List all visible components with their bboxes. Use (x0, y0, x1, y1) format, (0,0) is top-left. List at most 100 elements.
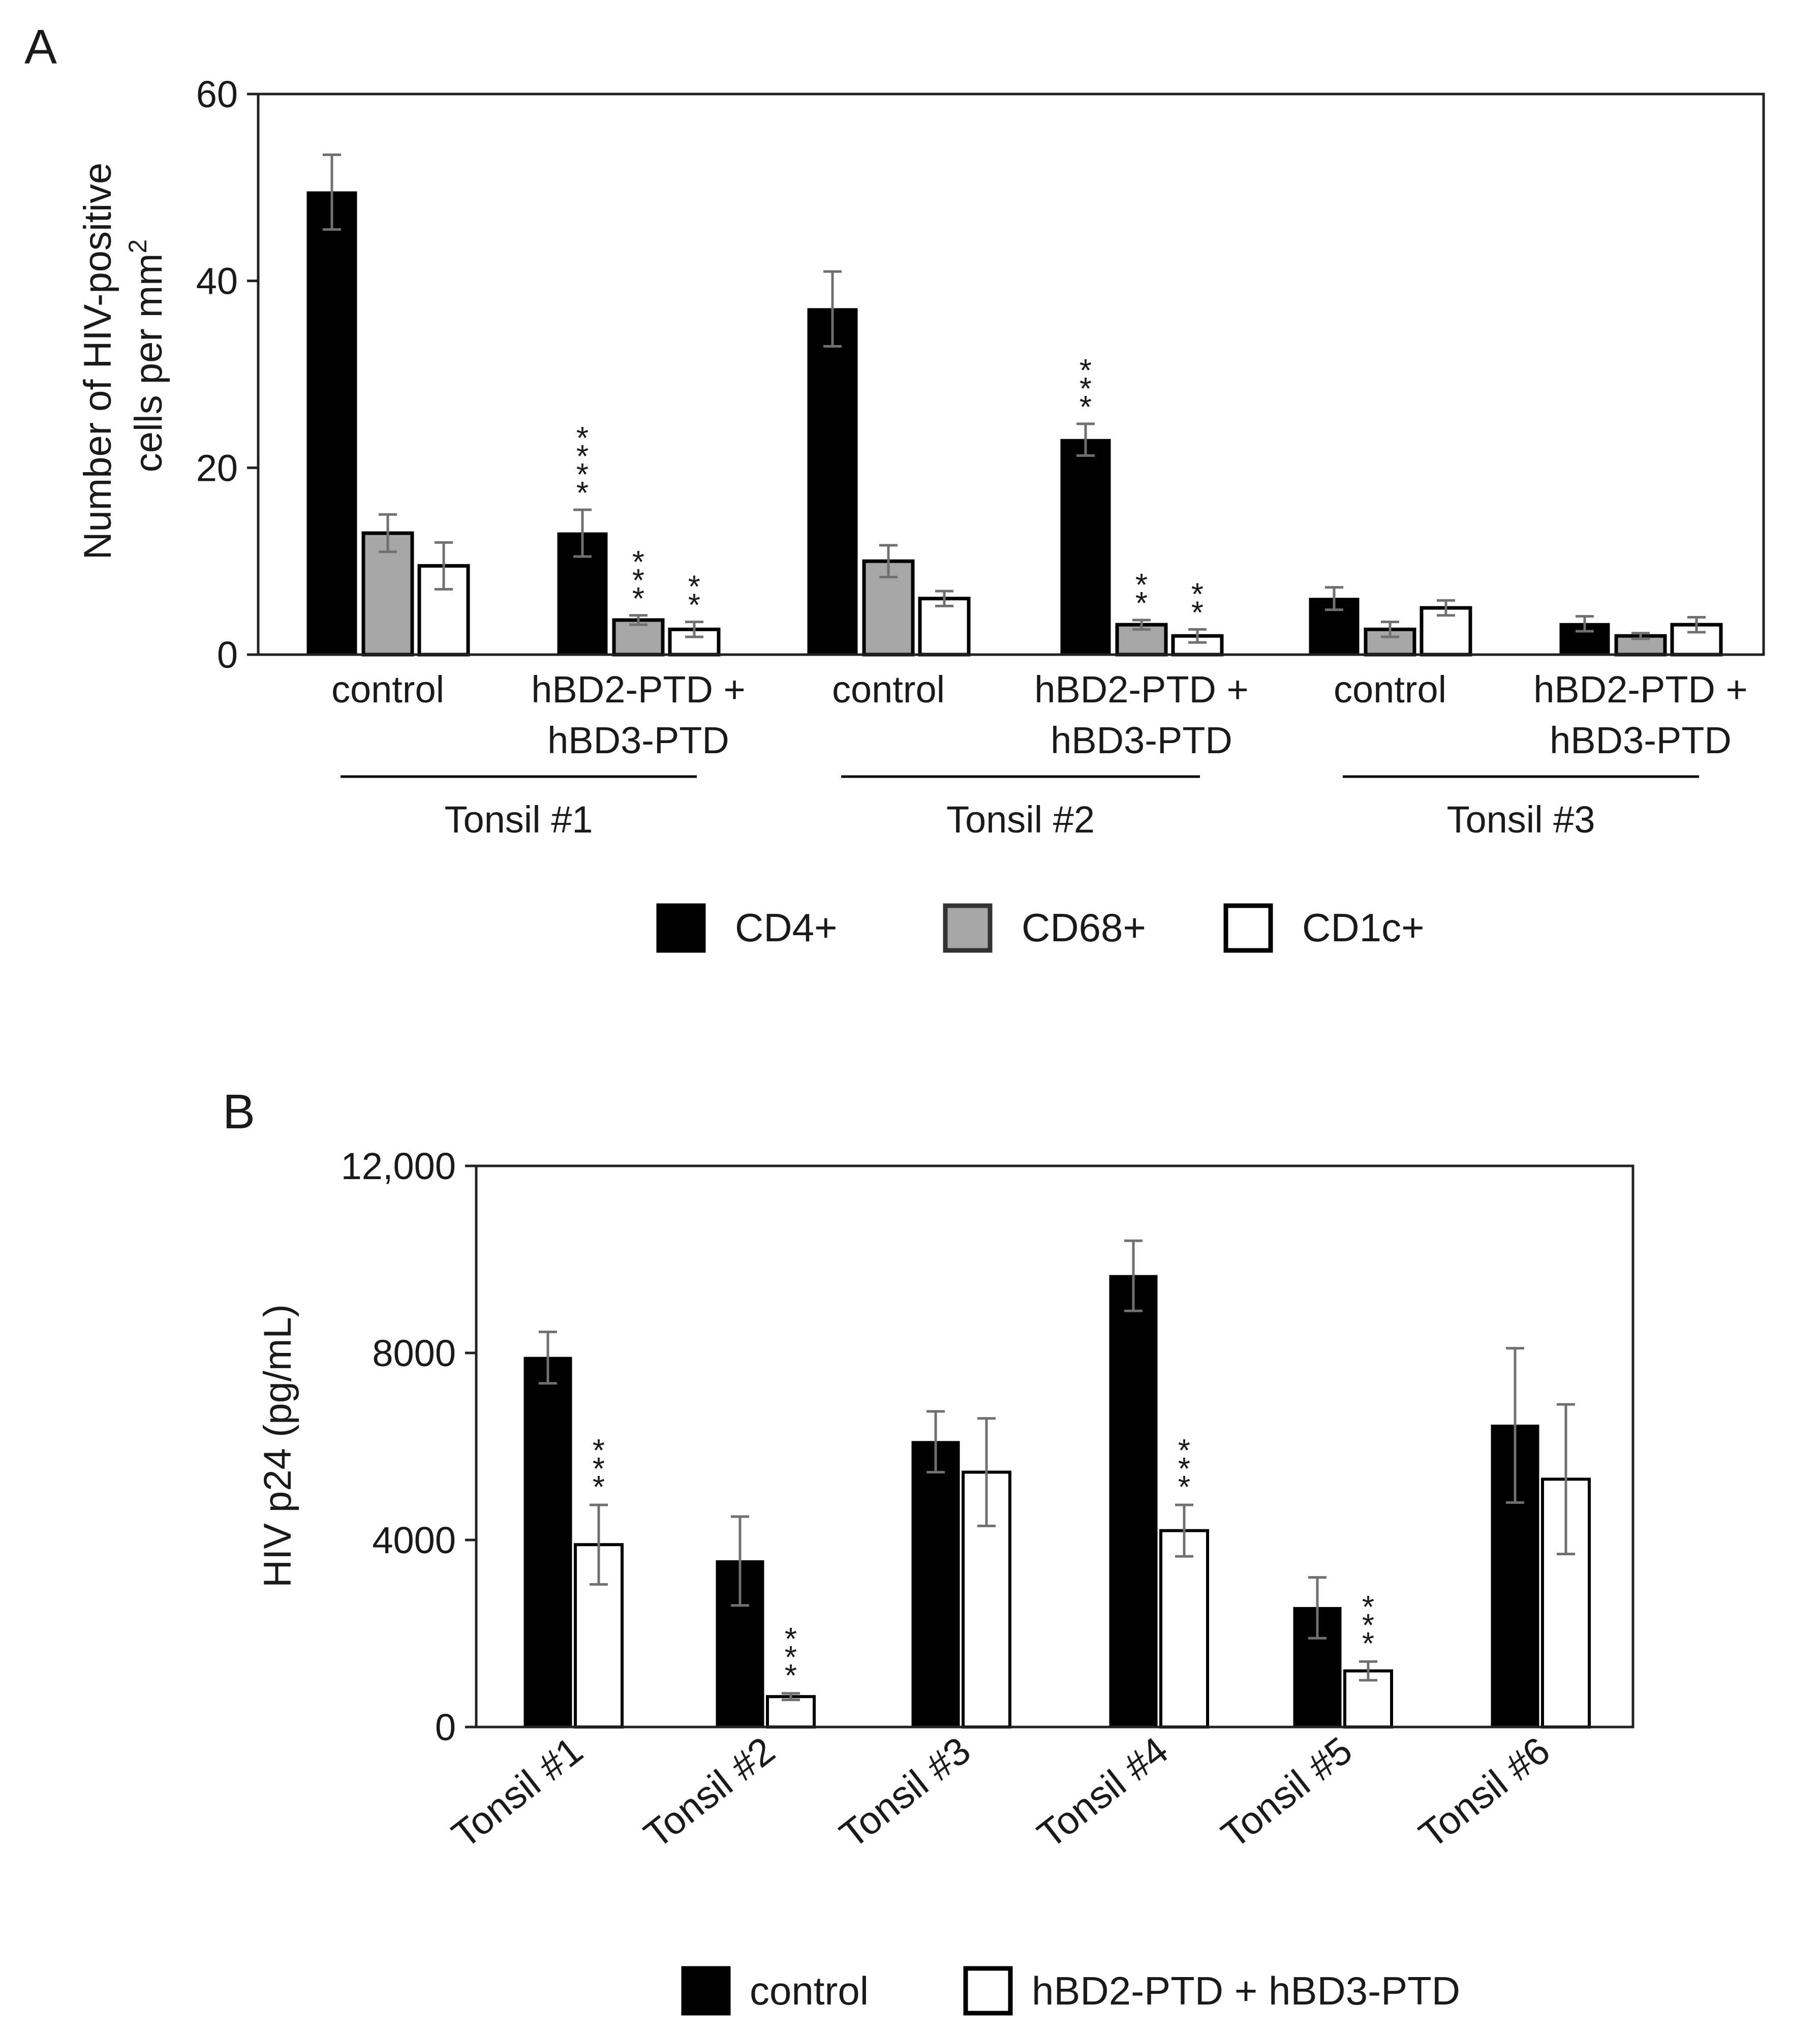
panel-a-y-tick-label: 40 (196, 260, 238, 302)
panel-a-y-tick-label: 0 (217, 634, 238, 676)
panel-a-condition-label: hBD2-PTD + (531, 668, 746, 711)
panel-b-plot-frame (475, 1164, 1634, 1729)
panel-b-significance-stars-glyph: * (785, 1622, 797, 1657)
legend-label-hbd2-ptd-hbd3-ptd: hBD2-PTD + hBD3-PTD (1032, 1968, 1460, 2013)
panel-b-x-tick-label: Tonsil #1 (444, 1729, 591, 1857)
panel-b-y-tick-label: 12,000 (341, 1145, 456, 1187)
panel-a-condition-label: control (1334, 668, 1446, 711)
panel-a-significance-stars-glyph: * (632, 581, 644, 616)
panel-a-group-labels: Tonsil #1 Tonsil #2 Tonsil #3 (341, 775, 1699, 841)
panel-a-bar-tonsil-2-control-cd4 (807, 308, 858, 656)
legend-item-control: control (681, 1966, 869, 2016)
panel-a-bar-tonsil-2-hbd2-ptd-hbd3-ptd-cd4 (1060, 439, 1111, 656)
panel-a-significance-stars: ** (1135, 568, 1148, 621)
panel-b-x-tick-label: Tonsil #4 (1030, 1729, 1177, 1857)
panel-b-significance-stars-glyph: * (1362, 1590, 1374, 1625)
panel-a-label: A (24, 20, 57, 74)
panel-a-bar-tonsil-1-control-cd4 (306, 191, 357, 656)
panel-b-significance-stars-glyph: * (1362, 1626, 1374, 1661)
panel-b-bars (523, 1275, 1591, 1729)
panel-b-x-tick-label: Tonsil #3 (832, 1729, 979, 1857)
panel-a-y-axis-title-line1: Number of HIV-positive (76, 163, 119, 560)
panel-b-y-tick-label: 4000 (372, 1519, 456, 1561)
legend-swatch-cd68 (943, 903, 993, 953)
panel-a: A Number of HIV-positive cells per mm2 *… (24, 20, 1765, 953)
panel-a-significance-stars: **** (576, 421, 589, 511)
panel-a-significance-stars-glyph: * (1135, 586, 1148, 621)
panel-a-significance-stars-glyph: * (1079, 390, 1092, 425)
panel-b-significance-stars-glyph: * (785, 1640, 797, 1675)
panel-a-significance-stars-glyph: * (576, 457, 589, 492)
panel-a-significance-stars-glyph: * (1079, 353, 1092, 388)
panel-b-significance-stars-glyph: * (785, 1658, 797, 1693)
panel-b-error-bars (539, 1239, 1575, 1702)
panel-b-bar-tonsil-3-control (911, 1441, 960, 1728)
panel-a-significance-stars-glyph: * (688, 570, 700, 605)
legend-label-control: control (750, 1968, 869, 2013)
panel-a-significance-stars-glyph: * (632, 545, 644, 580)
panel-a-significance-stars-glyph: * (1135, 568, 1148, 603)
panel-a-condition-label: hBD2-PTD + (1533, 668, 1748, 711)
panel-a-significance-stars: *** (632, 545, 644, 616)
panel-a-significance-stars-glyph: * (688, 588, 700, 623)
panel-a-plot-frame (257, 92, 1765, 656)
panel-a-group-label: Tonsil #2 (946, 798, 1095, 841)
panel-b-bar-tonsil-4-control (1109, 1275, 1158, 1728)
panel-b-label: B (223, 1085, 255, 1139)
panel-a-legend: CD4+ CD68+ CD1c+ (656, 903, 1425, 953)
panel-b-significance-stars-glyph: * (1362, 1608, 1374, 1643)
panel-b-x-tick-labels: Tonsil #1 Tonsil #2 Tonsil #3 Tonsil #4 Tons… (444, 1729, 1558, 1857)
panel-b-significance-stars-glyph: * (1178, 1470, 1190, 1505)
panel-b-bar-tonsil-1-control (523, 1356, 572, 1728)
panel-a-significance-markers: **************** (576, 353, 1204, 630)
panel-a-significance-stars: *** (1079, 353, 1092, 425)
panel-b-x-tick-label: Tonsil #5 (1214, 1729, 1361, 1857)
panel-a-group-label: Tonsil #1 (444, 798, 593, 841)
panel-b-y-ticks: 0 4000 8000 12,000 (341, 1145, 476, 1748)
panel-a-condition-label: control (832, 668, 945, 711)
panel-b-bar-tonsil-4-hbd2-ptd-hbd3-ptd (1159, 1529, 1209, 1729)
panel-a-y-tick-label: 20 (196, 447, 238, 489)
panel-b-significance-stars-glyph: * (593, 1470, 605, 1505)
panel-a-significance-stars-glyph: * (576, 421, 589, 456)
panel-b-significance-stars: *** (1178, 1433, 1190, 1505)
legend-label-cd4: CD4+ (735, 905, 838, 950)
panel-b-x-tick-label: Tonsil #2 (636, 1729, 783, 1857)
panel-b-significance-stars: *** (593, 1433, 605, 1505)
panel-b-legend: control hBD2-PTD + hBD3-PTD (681, 1966, 1460, 2016)
panel-b-bar-tonsil-2-hbd2-ptd-hbd3-ptd (766, 1695, 816, 1729)
panel-a-y-axis-title: Number of HIV-positive cells per mm2 (76, 152, 170, 560)
legend-item-cd68: CD68+ (943, 903, 1146, 953)
panel-a-significance-stars: ** (1191, 577, 1204, 630)
panel-a-group-label: Tonsil #3 (1446, 798, 1595, 841)
panel-a-y-axis-title-superscript: 2 (124, 239, 152, 254)
panel-a-y-tick-label: 60 (196, 73, 238, 115)
legend-swatch-control (681, 1966, 731, 2016)
panel-b-significance-stars-glyph: * (593, 1452, 605, 1487)
panel-b-significance-stars-glyph: * (1178, 1433, 1190, 1468)
panel-a-condition-label: hBD2-PTD + (1034, 668, 1249, 711)
panel-b-significance-stars: *** (785, 1622, 797, 1693)
panel-a-significance-stars-glyph: * (1191, 595, 1204, 630)
panel-b-y-tick-label: 0 (435, 1706, 456, 1748)
panel-a-condition-label: control (331, 668, 444, 711)
legend-item-cd1c: CD1c+ (1223, 903, 1425, 953)
legend-label-cd68: CD68+ (1022, 905, 1146, 950)
panel-a-significance-stars-glyph: * (1191, 577, 1204, 612)
panel-b-y-tick-label: 8000 (372, 1332, 456, 1374)
panel-a-significance-stars-glyph: * (632, 563, 644, 598)
panel-a-y-axis-title-line2: cells per mm (127, 254, 170, 473)
legend-item-hbd2-ptd-hbd3-ptd: hBD2-PTD + hBD3-PTD (963, 1966, 1460, 2016)
panel-b-significance-stars: *** (1362, 1590, 1374, 1661)
panel-b-significance-stars-glyph: * (1178, 1452, 1190, 1487)
legend-swatch-hbd2-ptd-hbd3-ptd (963, 1966, 1013, 2016)
legend-swatch-cd4 (656, 903, 706, 953)
legend-item-cd4: CD4+ (656, 903, 838, 953)
panel-b-x-tick-label: Tonsil #6 (1411, 1729, 1558, 1857)
panel-a-condition-label: hBD3-PTD (547, 719, 729, 761)
legend-swatch-cd1c (1223, 903, 1273, 953)
panel-a-condition-label: hBD3-PTD (1051, 719, 1232, 761)
panel-a-significance-stars-glyph: * (1079, 372, 1092, 407)
panel-a-significance-stars-glyph: * (576, 439, 589, 474)
